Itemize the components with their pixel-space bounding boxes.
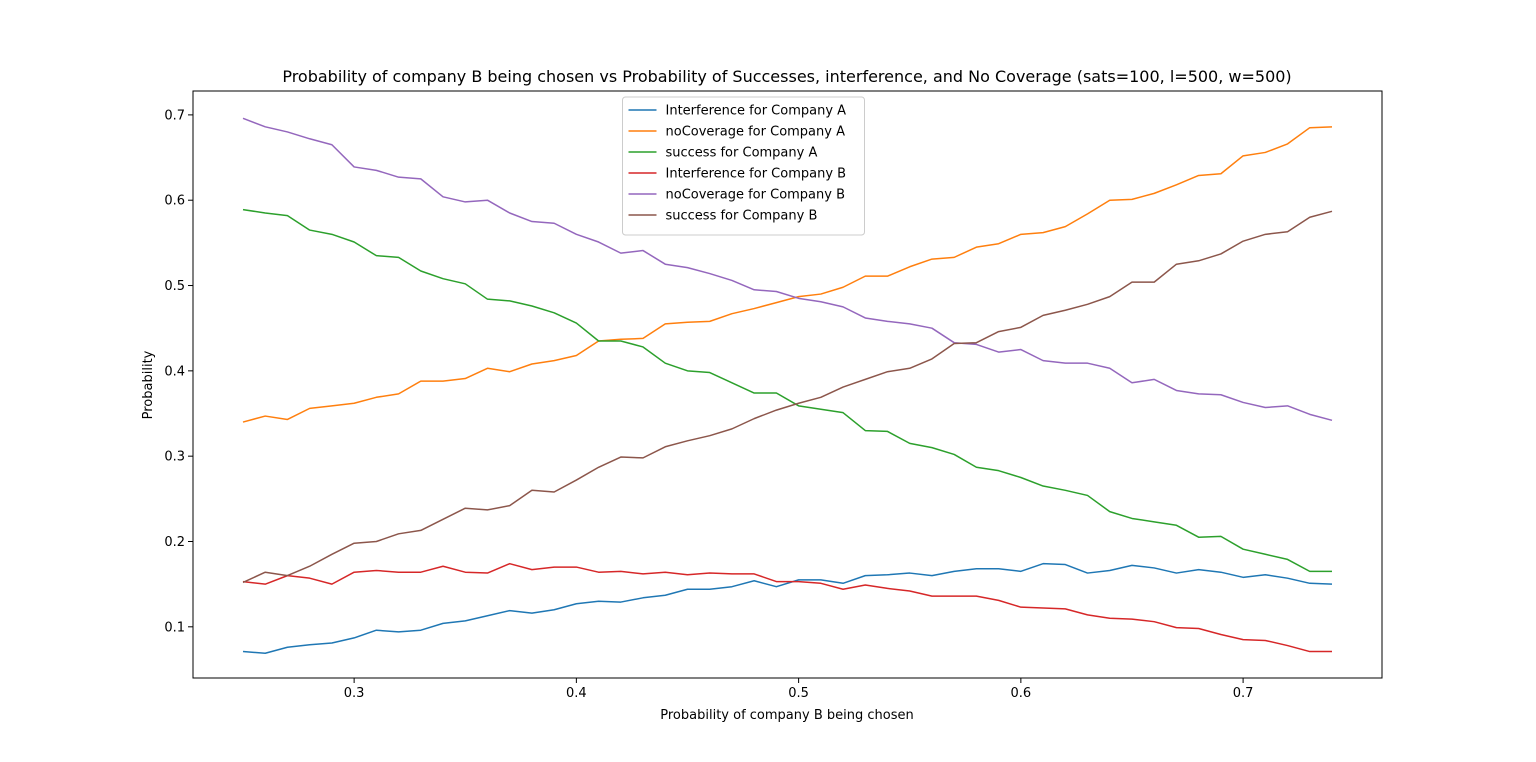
y-tick-label: 0.2 xyxy=(164,535,185,550)
legend-label: success for Company A xyxy=(666,146,818,161)
y-tick-label: 0.4 xyxy=(164,364,185,379)
y-tick-label: 0.1 xyxy=(164,620,185,635)
y-axis: 0.1 0.2 0.3 0.4 0.5 0.6 0.7 xyxy=(164,108,193,635)
legend-label: noCoverage for Company B xyxy=(666,188,846,203)
legend-label: success for Company B xyxy=(666,209,818,224)
x-tick-label: 0.4 xyxy=(566,686,587,701)
series-line-interference-for-company-b xyxy=(242,562,1332,653)
legend-box xyxy=(622,96,865,236)
legend-label: Interference for Company B xyxy=(666,167,847,182)
legend-label: noCoverage for Company A xyxy=(666,125,846,140)
series-line-interference-for-company-a xyxy=(242,562,1333,655)
x-axis: 0.3 0.4 0.5 0.6 0.7 xyxy=(344,678,1254,701)
series-lines xyxy=(242,117,1333,655)
x-tick-label: 0.6 xyxy=(1011,686,1032,701)
x-tick-label: 0.5 xyxy=(788,686,809,701)
y-axis-label: Probability xyxy=(141,350,156,419)
series-line-success-for-company-b xyxy=(242,210,1333,584)
legend-label: Interference for Company A xyxy=(666,104,847,119)
y-tick-label: 0.3 xyxy=(164,450,185,465)
series-line-success-for-company-a xyxy=(242,208,1332,573)
x-tick-label: 0.3 xyxy=(344,686,365,701)
series-line-nocoverage-for-company-a xyxy=(242,126,1333,423)
y-tick-label: 0.5 xyxy=(164,279,185,294)
chart-title: Probability of company B being chosen vs… xyxy=(282,67,1291,86)
series-line-nocoverage-for-company-b xyxy=(242,117,1333,422)
y-tick-label: 0.6 xyxy=(164,194,185,209)
y-tick-label: 0.7 xyxy=(164,108,185,123)
x-axis-label: Probability of company B being chosen xyxy=(660,708,913,723)
x-tick-label: 0.7 xyxy=(1233,686,1254,701)
legend: Interference for Company A noCoverage for… xyxy=(622,96,865,236)
plot-area xyxy=(192,90,1383,679)
